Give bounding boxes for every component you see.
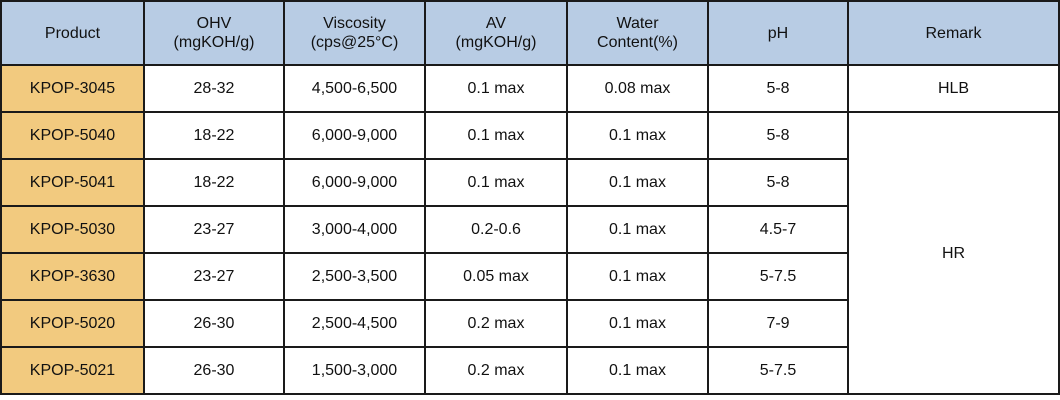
av-cell: 0.2-0.6 [424,205,568,254]
remark-cell-hr: HR [847,111,1060,395]
av-cell: 0.2 max [424,299,568,348]
ohv-cell: 23-27 [143,252,285,301]
ph-cell: 4.5-7 [707,205,849,254]
header-ohv-title: OHV [196,15,232,32]
viscosity-cell: 6,000-9,000 [283,158,426,207]
water-content-cell: 0.1 max [566,205,709,254]
water-content-cell: 0.1 max [566,299,709,348]
product-cell: KPOP-3045 [0,64,145,113]
table-row: KPOP-5030 23-27 3,000-4,000 0.2-0.6 0.1 … [0,205,1059,254]
av-cell: 0.05 max [424,252,568,301]
product-cell: KPOP-5030 [0,205,145,254]
product-cell: KPOP-3630 [0,252,145,301]
viscosity-cell: 4,500-6,500 [283,64,426,113]
table-row: KPOP-5020 26-30 2,500-4,500 0.2 max 0.1 … [0,299,1059,348]
av-cell: 0.1 max [424,111,568,160]
water-content-cell: 0.1 max [566,111,709,160]
header-product: Product [0,0,145,66]
header-water-content: Water Content(%) [566,0,709,66]
table-row: KPOP-5040 18-22 6,000-9,000 0.1 max 0.1 … [0,111,1060,395]
ph-cell: 5-7.5 [707,346,849,395]
ohv-cell: 26-30 [143,346,285,395]
header-ohv-unit: (mgKOH/g) [173,34,255,51]
water-content-cell: 0.08 max [566,64,709,113]
header-viscosity-title: Viscosity [323,15,386,32]
viscosity-cell: 2,500-4,500 [283,299,426,348]
viscosity-cell: 1,500-3,000 [283,346,426,395]
ph-cell: 5-8 [707,111,849,160]
product-cell: KPOP-5021 [0,346,145,395]
ph-cell: 5-8 [707,158,849,207]
header-av: AV (mgKOH/g) [424,0,568,66]
ph-cell: 5-7.5 [707,252,849,301]
header-av-title: AV [485,15,507,32]
viscosity-cell: 6,000-9,000 [283,111,426,160]
ohv-cell: 18-22 [143,158,285,207]
ohv-cell: 18-22 [143,111,285,160]
remark-cell-hlb: HLB [847,64,1060,113]
water-content-cell: 0.1 max [566,346,709,395]
header-ohv: OHV (mgKOH/g) [143,0,285,66]
table-row: KPOP-5021 26-30 1,500-3,000 0.2 max 0.1 … [0,346,1059,395]
viscosity-cell: 2,500-3,500 [283,252,426,301]
water-content-cell: 0.1 max [566,158,709,207]
header-water-unit: Content(%) [597,34,678,51]
ph-cell: 7-9 [707,299,849,348]
header-water-title: Water [616,15,659,32]
header-av-unit: (mgKOH/g) [455,34,537,51]
ohv-cell: 26-30 [143,299,285,348]
ohv-cell: 23-27 [143,205,285,254]
table-row: KPOP-5041 18-22 6,000-9,000 0.1 max 0.1 … [0,158,1059,207]
viscosity-cell: 3,000-4,000 [283,205,426,254]
water-content-cell: 0.1 max [566,252,709,301]
table-row: KPOP-3045 28-32 4,500-6,500 0.1 max 0.08… [0,64,1060,113]
table-row: KPOP-3630 23-27 2,500-3,500 0.05 max 0.1… [0,252,1059,301]
product-cell: KPOP-5020 [0,299,145,348]
header-remark: Remark [847,0,1060,66]
av-cell: 0.2 max [424,346,568,395]
product-cell: KPOP-5041 [0,158,145,207]
av-cell: 0.1 max [424,158,568,207]
header-ph: pH [707,0,849,66]
header-row: Product OHV (mgKOH/g) Viscosity (cps@25°… [0,0,1060,66]
av-cell: 0.1 max [424,64,568,113]
product-cell: KPOP-5040 [0,111,145,160]
header-viscosity-unit: (cps@25°C) [310,34,399,51]
ph-cell: 5-8 [707,64,849,113]
ohv-cell: 28-32 [143,64,285,113]
header-viscosity: Viscosity (cps@25°C) [283,0,426,66]
